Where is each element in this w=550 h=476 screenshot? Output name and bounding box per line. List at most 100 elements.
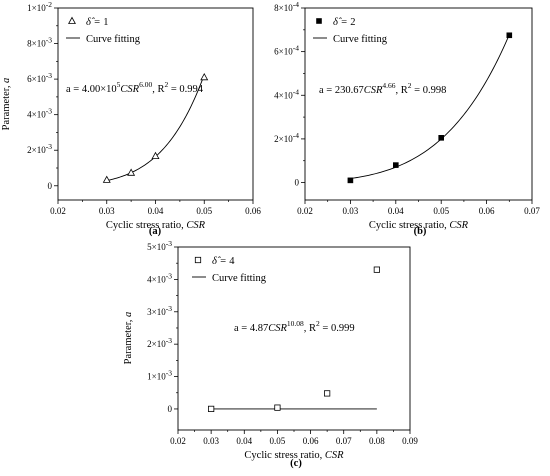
y-tick-mantissa: 1×10 [147, 372, 166, 382]
y-tick-label: 2×10-3 [27, 142, 52, 155]
equation-part: a = 4.00×10 [66, 84, 117, 95]
y-tick-exponent: -3 [166, 369, 172, 378]
legend-label-marker: δ̂ = 4 [212, 256, 235, 267]
x-tick-label: 0.02 [297, 206, 313, 216]
equation-sup: 2 [164, 80, 168, 89]
data-point [347, 177, 354, 184]
data-point [438, 135, 445, 141]
y-tick-mantissa: 8×10 [274, 3, 293, 13]
legend-label-line: Curve fitting [86, 34, 141, 45]
equation-part: = 0.999 [320, 323, 355, 334]
y-tick-mantissa: 3×10 [147, 307, 166, 317]
legend-label-line: Curve fitting [333, 34, 388, 45]
y-tick-mantissa: 2×10 [274, 134, 293, 144]
data-point [274, 404, 281, 411]
y-tick-mantissa: 4×10 [274, 90, 293, 100]
x-tick-label: 0.06 [245, 206, 261, 216]
y-tick-label: 8×10-4 [274, 0, 299, 13]
data-point [392, 162, 399, 168]
y-axis-label-var: a [123, 312, 134, 317]
legend-value: 2 [350, 17, 355, 28]
y-tick-mantissa: 2×10 [27, 145, 46, 155]
x-axis-label-var: CSR [325, 450, 344, 461]
y-tick-mantissa: 5×10 [147, 242, 166, 252]
x-axis-label: Cyclic stress ratio, CSR [369, 220, 469, 231]
y-tick-label: 6×10-3 [27, 71, 52, 84]
panel-label: (c) [290, 458, 302, 469]
legend-symbol: δ̂ = [86, 17, 103, 28]
y-tick-label: 0 [168, 404, 173, 414]
y-tick-label: 2×10-3 [147, 336, 172, 349]
legend-value: 4 [229, 256, 235, 267]
x-tick-label: 0.05 [433, 206, 449, 216]
y-tick-exponent: -4 [293, 44, 299, 53]
x-tick-label: 0.05 [270, 436, 286, 446]
chart-panel-2: 0.02 0.03 0.04 0.05 0.06 0.0702×10-44×10-46×1… [274, 0, 540, 237]
equation-part: = 0.994 [168, 84, 204, 95]
y-tick-mantissa: 4×10 [147, 274, 166, 284]
y-tick-mantissa: 0 [48, 181, 53, 191]
chart-panel-3: 0.02 0.03 0.04 0.05 0.06 0.07 0.08 0.0901×10-32… [123, 239, 418, 469]
x-tick-label: 0.05 [196, 206, 212, 216]
equation-part: , R [304, 323, 316, 334]
x-tick-label: 0.07 [336, 436, 352, 446]
legend-symbol: δ̂ = [333, 17, 350, 28]
fit-equation: a = 4.87CSR10.08, R2 = 0.999 [234, 319, 355, 334]
y-tick-label: 3×10-3 [147, 304, 172, 317]
y-tick-label: 4×10-3 [27, 107, 52, 120]
y-tick-mantissa: 6×10 [274, 47, 293, 57]
y-tick-exponent: -3 [166, 304, 172, 313]
legend-label-marker: δ̂ = 2 [333, 17, 355, 28]
y-axis-label: Parameter, a [123, 312, 134, 365]
y-axis-label-text: Parameter, [1, 83, 12, 130]
y-tick-exponent: -2 [46, 0, 52, 9]
y-axis-label-text: Parameter, [123, 317, 134, 364]
y-tick-exponent: -3 [166, 271, 172, 280]
y-tick-exponent: -4 [293, 0, 299, 9]
y-tick-label: 4×10-4 [274, 87, 299, 100]
legend-label-marker: δ̂ = 1 [86, 17, 108, 28]
x-tick-label: 0.04 [148, 206, 164, 216]
y-tick-exponent: -3 [46, 142, 52, 151]
y-tick-label: 8×10-3 [27, 36, 52, 49]
x-axis-label-var: CSR [186, 220, 205, 231]
data-point [208, 405, 215, 412]
equation-part: a = 230.67 [319, 85, 364, 96]
fit-equation: a = 4.00×105CSR6.00, R2 = 0.994 [66, 80, 204, 95]
y-tick-label: 6×10-4 [274, 44, 299, 57]
x-tick-label: 0.04 [388, 206, 404, 216]
equation-sup: 6.00 [139, 80, 152, 89]
legend-marker [68, 16, 76, 24]
legend-marker [194, 256, 202, 264]
y-tick-label: 5×10-3 [147, 239, 172, 252]
x-tick-label: 0.06 [479, 206, 495, 216]
data-point [200, 73, 209, 81]
y-tick-label: 1×10-2 [27, 0, 52, 13]
x-tick-label: 0.09 [402, 436, 418, 446]
y-tick-mantissa: 4×10 [27, 110, 46, 120]
y-tick-mantissa: 2×10 [147, 339, 166, 349]
y-tick-exponent: -4 [293, 87, 299, 96]
y-tick-mantissa: 1×10 [27, 3, 46, 13]
x-tick-label: 0.02 [50, 206, 66, 216]
x-tick-label: 0.08 [369, 436, 385, 446]
chart-panel-1: 0.02 0.03 0.04 0.05 0.0602×10-34×10-36×10-38… [1, 0, 261, 237]
y-tick-label: 1×10-3 [147, 369, 172, 382]
y-tick-mantissa: 6×10 [27, 74, 46, 84]
x-tick-label: 0.02 [170, 436, 186, 446]
data-point [506, 32, 513, 39]
x-tick-label: 0.03 [99, 206, 115, 216]
x-tick-label: 0.07 [524, 206, 540, 216]
legend-label-line: Curve fitting [212, 273, 267, 284]
legend-symbol: δ̂ = [212, 256, 229, 267]
x-axis-label-text: Cyclic stress ratio, [106, 220, 186, 231]
equation-part: , R [396, 85, 408, 96]
equation-var: CSR [364, 85, 383, 96]
equation-part: a = 4.87 [234, 323, 268, 334]
equation-part: , R [152, 84, 164, 95]
y-tick-exponent: -3 [46, 36, 52, 45]
x-axis-label: Cyclic stress ratio, CSR [106, 220, 206, 231]
y-tick-label: 4×10-3 [147, 271, 172, 284]
equation-sup: 2 [408, 81, 412, 90]
